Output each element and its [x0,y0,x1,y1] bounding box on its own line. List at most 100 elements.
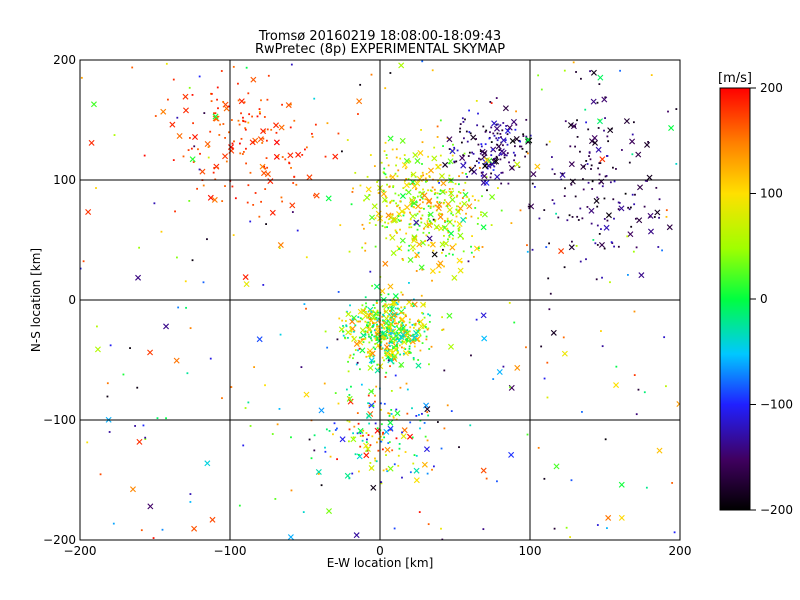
data-point-dot [500,136,502,139]
data-point-cross [345,311,352,318]
data-point-dot [429,205,432,208]
data-point-dot [426,411,429,413]
data-point-dot [362,341,365,344]
data-point-cross [359,347,366,354]
data-point-dot [501,129,504,132]
data-point-dot [612,198,615,201]
data-point-dot [348,250,351,253]
data-point-dot [410,304,413,307]
data-point-cross [580,163,587,170]
data-point-dot [470,354,472,357]
data-point-dot [376,313,379,316]
data-point-dot [188,86,191,89]
data-point-dot [392,298,395,301]
data-point-dot [365,302,367,305]
data-point-dot [366,324,368,327]
data-point-dot [364,249,367,252]
data-point-dot [344,320,347,322]
data-point-dot [472,152,475,155]
data-point-dot [381,225,384,227]
data-point-cross [382,260,389,267]
data-point-dot [367,434,370,437]
data-point-dot [266,98,269,101]
data-point-dot [493,134,496,137]
data-point-dot [441,213,443,216]
chart-subtitle: RwPretec (8p) EXPERIMENTAL SKYMAP [255,42,505,57]
data-point-dot [383,327,386,330]
data-point-dot [399,320,402,323]
data-point-dot [420,217,422,220]
data-point-dot [447,231,450,234]
data-point-dot [631,153,634,156]
data-point-cross [390,250,397,257]
data-point-dot [547,277,550,280]
data-point-dot [477,199,480,202]
data-point-cross [199,168,206,175]
data-point-dot [436,200,439,203]
data-point-dot [131,66,134,69]
data-point-dot [393,326,396,328]
data-point-dot [464,161,467,164]
data-point-dot [476,124,479,127]
data-point-cross [413,477,420,484]
data-point-dot [434,204,437,207]
data-point-dot [371,390,374,392]
data-point-dot [449,178,452,180]
data-point-dot [410,205,413,208]
data-point-cross [559,171,566,178]
data-point-dot [264,188,267,190]
data-point-dot [446,220,449,223]
data-point-cross [182,107,189,114]
data-point-dot [393,322,396,325]
data-point-dot [564,120,567,123]
data-point-dot [441,538,444,540]
data-point-dot [389,310,391,312]
data-point-cross [398,62,405,69]
data-point-dot [673,531,676,534]
data-point-cross [435,262,442,269]
data-point-dot [450,410,453,412]
data-point-dot [408,281,410,284]
data-point-cross [644,141,651,148]
data-point-cross [449,148,456,155]
data-point-dot [427,414,430,417]
data-point-dot [390,306,393,308]
data-point-cross [493,158,500,165]
data-point-dot [606,219,609,222]
data-point-dot [381,325,384,328]
data-point-dot [444,221,446,224]
data-point-dot [427,313,430,316]
data-point-cross [389,349,396,356]
data-point-cross [417,318,424,325]
data-point-dot [480,211,482,214]
data-point-dot [519,209,522,212]
data-point-dot [439,189,442,192]
data-point-dot [305,256,308,259]
data-point-dot [633,203,636,206]
data-point-dot [369,317,372,319]
data-point-dot [397,204,400,207]
data-point-dot [426,220,429,222]
data-point-dot [432,218,435,221]
data-point-dot [359,432,362,435]
data-point-dot [588,151,591,154]
data-point-dot [454,243,457,246]
data-point-dot [276,423,279,426]
data-point-dot [397,454,400,457]
data-point-cross [468,166,475,173]
data-point-dot [348,356,351,359]
data-point-dot [281,103,283,106]
data-point-cross [605,514,612,521]
data-point-cross [222,153,229,160]
data-point-dot [512,151,515,154]
data-point-dot [364,320,367,323]
data-point-dot [600,228,602,231]
data-point-cross [160,108,167,115]
data-point-cross [212,113,219,120]
data-point-cross [591,134,598,141]
data-point-dot [565,526,568,529]
data-point-dot [373,322,376,325]
data-point-cross [273,153,280,160]
data-point-dot [288,162,291,165]
data-point-dot [477,217,480,220]
